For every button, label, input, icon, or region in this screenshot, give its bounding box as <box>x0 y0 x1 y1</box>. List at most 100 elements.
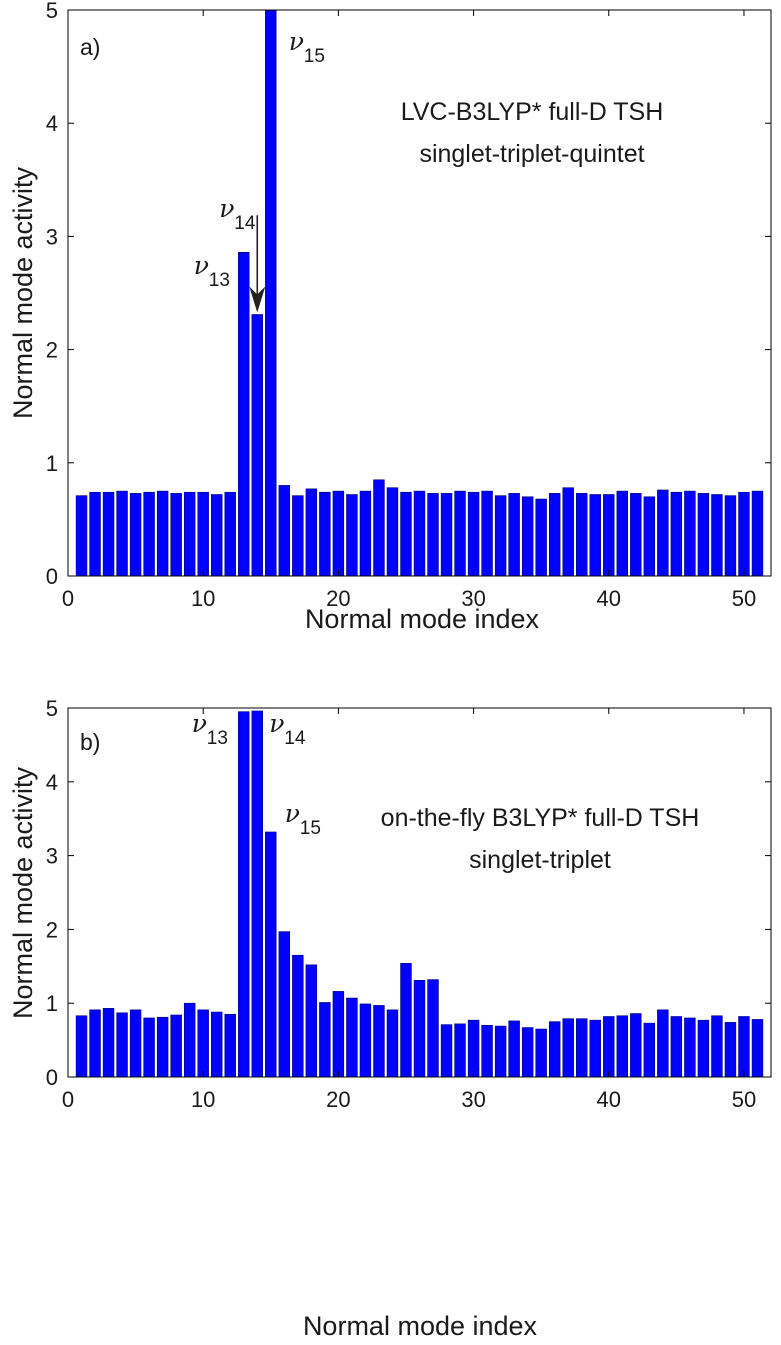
bar-mode-36 <box>548 1021 561 1078</box>
bar-mode-40 <box>603 494 615 577</box>
bar-mode-42 <box>630 493 642 577</box>
bar-mode-7 <box>156 490 169 577</box>
y-tick-label: 0 <box>46 1065 58 1090</box>
bar-mode-15 <box>265 9 277 577</box>
nu-symbol-13: ν <box>192 709 207 738</box>
x-tick-label: 20 <box>326 1087 350 1112</box>
bar-mode-44 <box>657 489 669 577</box>
nu-symbol-14: ν <box>219 194 234 223</box>
bar-mode-39 <box>589 494 601 577</box>
bar-mode-4 <box>116 1012 128 1078</box>
bar-mode-41 <box>616 490 628 577</box>
axes-box <box>67 707 772 1078</box>
y-tick-label: 1 <box>46 451 58 476</box>
nu-subscript-14: 14 <box>234 213 256 234</box>
bar-mode-46 <box>684 1017 696 1078</box>
bar-mode-38 <box>576 493 588 577</box>
bar-mode-33 <box>508 1020 520 1078</box>
nu-symbol-15: ν <box>285 799 300 828</box>
bar-mode-41 <box>616 1015 628 1078</box>
bars-group <box>75 9 764 577</box>
x-tick-label: 10 <box>191 586 215 611</box>
bar-mode-9 <box>183 491 196 577</box>
bar-mode-26 <box>413 980 426 1078</box>
bar-mode-12 <box>224 491 236 577</box>
x-axis-label: Normal mode index <box>305 604 540 634</box>
bar-mode-19 <box>319 491 331 577</box>
bar-mode-5 <box>129 1009 142 1078</box>
y-tick-label: 4 <box>46 770 58 795</box>
bar-mode-7 <box>156 1016 169 1078</box>
bar-mode-50 <box>738 1016 750 1078</box>
y-tick-label: 2 <box>46 917 58 942</box>
bar-mode-49 <box>724 1022 737 1078</box>
bar-mode-29 <box>454 490 466 577</box>
nu-subscript-13: 13 <box>207 728 228 749</box>
bar-mode-21 <box>346 997 358 1078</box>
bar-mode-45 <box>670 491 683 577</box>
y-tick-label: 4 <box>46 111 58 136</box>
x-tick-label: 0 <box>62 1087 74 1112</box>
y-tick-label: 0 <box>46 564 58 589</box>
title-line-1: on-the-fly B3LYP* full-D TSH <box>381 804 700 832</box>
panel-label: b) <box>80 729 100 755</box>
bar-mode-51 <box>751 490 764 577</box>
bar-mode-28 <box>440 493 453 577</box>
bar-mode-43 <box>643 1022 656 1078</box>
bar-mode-43 <box>643 496 656 577</box>
y-tick-label: 1 <box>46 991 58 1016</box>
ticks-group: 0 10 20 30 40 50 0 1 2 3 4 5 <box>46 696 771 1112</box>
bar-mode-26 <box>413 490 426 577</box>
x-tick-label: 50 <box>732 1087 756 1112</box>
x-tick-label: 0 <box>62 586 74 611</box>
nu-subscript-15: 15 <box>300 818 321 839</box>
bar-mode-14 <box>251 710 263 1078</box>
bar-mode-4 <box>116 490 128 577</box>
y-tick-label: 2 <box>46 338 58 363</box>
title-line-2: singlet-triplet-quintet <box>419 140 644 168</box>
bar-mode-3 <box>102 491 115 577</box>
bar-mode-40 <box>603 1016 615 1078</box>
bar-mode-34 <box>521 1027 534 1078</box>
bar-mode-22 <box>359 1003 372 1078</box>
bar-mode-49 <box>724 495 737 577</box>
bar-mode-24 <box>386 487 399 577</box>
bar-mode-1 <box>75 1015 88 1078</box>
nu-symbol-14: ν <box>269 709 284 738</box>
bar-mode-44 <box>657 1009 669 1078</box>
ticks-group: 0 10 20 30 40 50 0 1 2 3 4 5 <box>46 0 771 611</box>
bar-mode-28 <box>440 1024 453 1078</box>
bar-mode-25 <box>400 963 412 1078</box>
y-axis-label: Normal mode activity <box>8 766 38 1019</box>
nu-subscript-15: 15 <box>304 46 325 67</box>
bar-mode-6 <box>143 1017 155 1078</box>
bar-mode-35 <box>535 498 547 577</box>
x-tick-label: 30 <box>461 586 485 611</box>
x-tick-label: 10 <box>191 1087 215 1112</box>
axes-box <box>67 9 772 577</box>
bar-mode-38 <box>576 1018 588 1078</box>
bar-mode-8 <box>170 493 182 577</box>
bar-mode-15 <box>265 831 277 1078</box>
bar-mode-23 <box>373 479 385 577</box>
bar-mode-2 <box>89 1009 101 1078</box>
bar-mode-2 <box>89 491 101 577</box>
bar-mode-16 <box>278 931 291 1078</box>
bar-mode-9 <box>183 1002 196 1078</box>
bar-mode-29 <box>454 1023 466 1078</box>
bar-mode-33 <box>508 493 520 577</box>
bar-mode-48 <box>711 494 723 577</box>
x-tick-label: 20 <box>326 586 350 611</box>
bar-mode-45 <box>670 1016 683 1078</box>
bar-mode-37 <box>562 487 574 577</box>
bar-mode-30 <box>467 1019 480 1078</box>
bar-mode-18 <box>305 488 318 577</box>
y-axis-label: Normal mode activity <box>8 166 38 419</box>
bar-mode-39 <box>589 1019 601 1078</box>
bar-mode-51 <box>751 1019 764 1078</box>
bar-mode-31 <box>481 490 493 577</box>
bar-mode-31 <box>481 1025 493 1078</box>
nu-subscript-13: 13 <box>209 270 230 291</box>
